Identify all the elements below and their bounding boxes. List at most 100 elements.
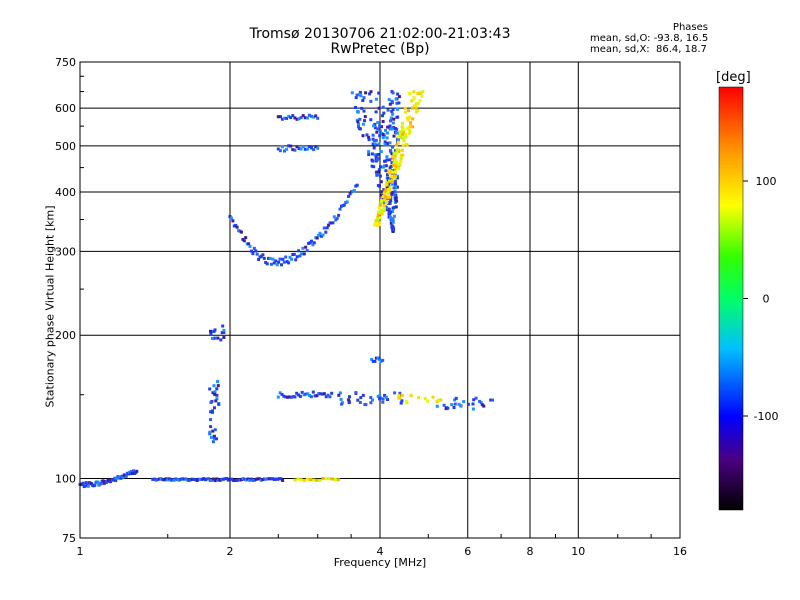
data-point xyxy=(382,208,386,212)
data-point xyxy=(446,406,450,410)
data-point xyxy=(291,395,295,399)
data-point xyxy=(409,121,413,125)
chart-subtitle: RwPretec (Bp) xyxy=(330,41,430,57)
data-point xyxy=(222,331,226,334)
data-point xyxy=(378,216,382,220)
data-point xyxy=(376,127,380,131)
data-point xyxy=(295,391,299,395)
data-point xyxy=(304,245,308,249)
data-point xyxy=(388,124,392,128)
data-point xyxy=(397,149,401,153)
data-point xyxy=(369,401,373,405)
data-point xyxy=(406,118,410,122)
data-point xyxy=(374,219,378,223)
data-point xyxy=(347,194,351,198)
data-point xyxy=(397,394,401,398)
phase-stat-o: mean, sd,O: -93.8, 16.5 xyxy=(590,33,709,44)
data-point xyxy=(189,478,193,482)
data-point xyxy=(326,393,330,397)
data-point xyxy=(184,477,188,481)
data-point xyxy=(302,252,306,256)
data-point xyxy=(328,395,332,399)
data-point xyxy=(208,430,212,434)
y-axis-ticks: 75 100 200 300 400 500 600 750 xyxy=(55,56,84,545)
data-point xyxy=(394,149,397,153)
data-point xyxy=(257,258,261,261)
data-point xyxy=(439,398,442,402)
data-point xyxy=(289,144,293,148)
data-point xyxy=(261,478,265,481)
data-point xyxy=(377,222,381,226)
data-point xyxy=(393,154,397,158)
data-point xyxy=(412,97,416,101)
data-point xyxy=(388,185,392,189)
data-point xyxy=(399,159,403,163)
data-point xyxy=(408,115,412,119)
data-point xyxy=(276,115,280,119)
data-point xyxy=(316,116,320,120)
colorbar-tick-label: 0 xyxy=(763,293,770,306)
data-point xyxy=(405,143,409,147)
data-point xyxy=(162,478,166,482)
data-point xyxy=(176,478,179,481)
data-point xyxy=(192,477,196,481)
data-point xyxy=(303,116,307,120)
data-point xyxy=(388,158,392,162)
data-point xyxy=(386,173,389,177)
data-point xyxy=(410,99,414,103)
data-point xyxy=(312,148,316,152)
data-point xyxy=(311,243,315,247)
data-point xyxy=(212,329,216,333)
x-tick-label: 6 xyxy=(464,545,471,558)
data-point xyxy=(215,437,218,441)
data-point xyxy=(374,170,378,174)
data-point xyxy=(405,116,409,120)
data-point xyxy=(297,117,301,121)
data-point xyxy=(420,94,424,98)
data-point xyxy=(379,150,383,154)
data-point xyxy=(382,188,386,192)
data-point xyxy=(216,336,220,340)
data-point xyxy=(287,114,291,118)
data-point xyxy=(132,469,136,473)
data-point xyxy=(194,478,197,482)
data-point xyxy=(378,174,382,178)
data-point xyxy=(287,144,291,148)
data-point xyxy=(387,169,391,173)
data-point xyxy=(426,399,430,403)
data-point xyxy=(161,478,165,482)
data-point xyxy=(253,478,257,482)
data-point xyxy=(383,206,387,210)
data-point xyxy=(131,472,135,475)
data-point xyxy=(274,259,278,263)
data-point xyxy=(403,110,407,114)
data-point xyxy=(394,205,398,209)
data-point xyxy=(377,210,380,214)
data-point xyxy=(208,387,212,391)
data-point xyxy=(361,122,365,126)
data-point xyxy=(408,129,412,133)
data-point xyxy=(373,223,377,227)
data-point xyxy=(354,391,358,395)
data-point xyxy=(278,115,282,119)
data-point xyxy=(390,178,394,182)
data-point xyxy=(387,98,391,102)
data-point xyxy=(388,179,391,183)
data-point xyxy=(385,155,389,159)
data-point xyxy=(315,478,319,482)
data-point xyxy=(283,149,286,153)
x-tick-label: 8 xyxy=(527,545,534,558)
data-point xyxy=(389,127,393,131)
data-point xyxy=(376,213,380,217)
data-point xyxy=(389,215,393,219)
data-point xyxy=(397,95,401,99)
data-point xyxy=(231,219,235,223)
data-point xyxy=(301,246,305,250)
data-point xyxy=(442,403,446,407)
data-point xyxy=(221,324,225,328)
data-point xyxy=(286,395,289,399)
data-point xyxy=(402,128,406,132)
data-point xyxy=(358,127,362,131)
data-point xyxy=(400,148,404,152)
data-point xyxy=(372,124,376,128)
